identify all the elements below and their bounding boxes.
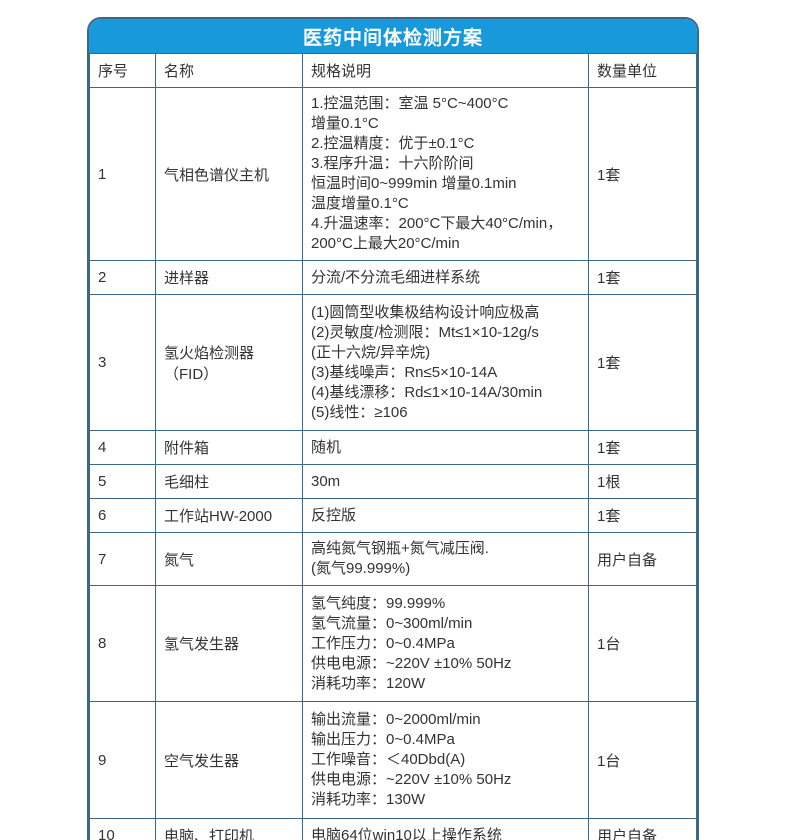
spec-line: 供电电源：~220V ±10% 50Hz bbox=[311, 654, 512, 672]
row-qty: 1台 bbox=[588, 585, 697, 702]
spec-line: 氢气纯度：99.999% bbox=[311, 594, 446, 612]
row-qty: 1套 bbox=[588, 430, 697, 465]
spec-line: 消耗功率：130W bbox=[311, 791, 426, 808]
table-row: 1 气相色谱仪主机 1.控温范围：室温 5°C~400°C 增量0.1°C 2.控温… bbox=[89, 87, 697, 261]
row-spec: (1)圆筒型收集极结构设计响应极高 (2)灵敏度/检测限：Mt≤1×10-12g/… bbox=[302, 294, 589, 431]
spec-line: (氮气99.999%) bbox=[311, 560, 411, 577]
row-name: 附件箱 bbox=[155, 430, 303, 465]
row-name: 氢火焰检测器（FID） bbox=[155, 294, 303, 431]
spec-line: 电脑64位win10以上操作系统 bbox=[311, 826, 502, 840]
spec-line: (4)基线漂移：Rd≤1×10-14A/30min bbox=[311, 383, 543, 401]
row-no: 3 bbox=[89, 294, 156, 431]
spec-line: 随机 bbox=[311, 438, 342, 456]
spec-line: 氢气流量：0~300ml/min bbox=[311, 614, 473, 632]
row-qty: 1套 bbox=[588, 87, 697, 261]
table-row: 3 氢火焰检测器（FID） (1)圆筒型收集极结构设计响应极高 (2)灵敏度/检测… bbox=[89, 294, 697, 431]
table-row: 2 进样器 分流/不分流毛细进样系统 1套 bbox=[89, 260, 697, 295]
row-no: 2 bbox=[89, 260, 156, 295]
row-no: 7 bbox=[89, 532, 156, 586]
table-header: 序号 名称 规格说明 数量单位 bbox=[89, 53, 697, 88]
spec-line: 工作噪音：＜40Dbd(A) bbox=[311, 751, 466, 768]
spec-line: 2.控温精度：优于±0.1°C bbox=[311, 135, 475, 152]
column-header-qty: 数量单位 bbox=[588, 53, 697, 88]
row-qty: 1套 bbox=[588, 260, 697, 295]
table-body: 1 气相色谱仪主机 1.控温范围：室温 5°C~400°C 增量0.1°C 2.控温… bbox=[89, 87, 697, 840]
row-qty: 1套 bbox=[588, 294, 697, 431]
spec-line: 3.程序升温：十六阶阶间 bbox=[311, 155, 474, 172]
spec-line: 输出流量：0~2000ml/min bbox=[311, 711, 481, 728]
row-no: 5 bbox=[89, 464, 156, 499]
table-row: 6 工作站HW-2000 反控版 1套 bbox=[89, 498, 697, 533]
row-name: 电脑、打印机 bbox=[155, 818, 303, 840]
row-name: 工作站HW-2000 bbox=[155, 498, 303, 533]
row-spec: 电脑64位win10以上操作系统 bbox=[302, 818, 589, 840]
spec-line: 增量0.1°C bbox=[311, 115, 379, 132]
spec-line: 反控版 bbox=[311, 506, 357, 524]
row-name: 空气发生器 bbox=[155, 701, 303, 819]
spec-line: (正十六烷/异辛烷) bbox=[311, 343, 431, 361]
table-row: 7 氮气 高纯氮气钢瓶+氮气减压阀. (氮气99.999%) 用户自备 bbox=[89, 532, 697, 586]
row-spec: 1.控温范围：室温 5°C~400°C 增量0.1°C 2.控温精度：优于±0.1°… bbox=[302, 87, 589, 261]
spec-line: 30m bbox=[311, 472, 341, 490]
row-no: 4 bbox=[89, 430, 156, 465]
row-name: 气相色谱仪主机 bbox=[155, 87, 303, 261]
spec-table: 序号 名称 规格说明 数量单位 1 气相色谱仪主机 1.控温范围：室温 5°C~… bbox=[89, 53, 697, 840]
spec-line: 200°C上最大20°C/min bbox=[311, 235, 460, 252]
table-title-bar: 医药中间体检测方案 bbox=[89, 19, 697, 53]
row-no: 9 bbox=[89, 701, 156, 819]
table-row: 9 空气发生器 输出流量：0~2000ml/min 输出压力：0~0.4MPa 工作… bbox=[89, 701, 697, 819]
row-no: 1 bbox=[89, 87, 156, 261]
header-row: 序号 名称 规格说明 数量单位 bbox=[89, 53, 697, 88]
spec-line: (2)灵敏度/检测限：Mt≤1×10-12g/s bbox=[311, 323, 539, 341]
table-row: 5 毛细柱 30m 1根 bbox=[89, 464, 697, 499]
spec-line: (1)圆筒型收集极结构设计响应极高 bbox=[311, 303, 540, 321]
row-qty: 1台 bbox=[588, 701, 697, 819]
row-spec: 高纯氮气钢瓶+氮气减压阀. (氮气99.999%) bbox=[302, 532, 589, 586]
row-spec: 30m bbox=[302, 464, 589, 499]
row-qty: 用户自备 bbox=[588, 532, 697, 586]
row-name: 氢气发生器 bbox=[155, 585, 303, 702]
column-header-name: 名称 bbox=[155, 53, 303, 88]
row-name: 氮气 bbox=[155, 532, 303, 586]
spec-line: 工作压力：0~0.4MPa bbox=[311, 634, 455, 652]
spec-line: 1.控温范围：室温 5°C~400°C bbox=[311, 95, 509, 112]
page-title: 医药中间体检测方案 bbox=[302, 27, 483, 49]
table-row: 4 附件箱 随机 1套 bbox=[89, 430, 697, 465]
spec-line: 供电电源：~220V ±10% 50Hz bbox=[311, 771, 512, 788]
row-qty: 1根 bbox=[588, 464, 697, 499]
row-no: 8 bbox=[89, 585, 156, 702]
table-row: 8 氢气发生器 氢气纯度：99.999% 氢气流量：0~300ml/min 工作压力… bbox=[89, 585, 697, 702]
spec-line: (3)基线噪声：Rn≤5×10-14A bbox=[311, 363, 498, 381]
row-spec: 随机 bbox=[302, 430, 589, 465]
spec-table-card: 医药中间体检测方案 序号 名称 规格说明 数量单位 1 气相色谱仪主机 1.控温… bbox=[87, 17, 699, 840]
column-header-spec: 规格说明 bbox=[302, 53, 589, 88]
spec-line: (5)线性：≥106 bbox=[311, 403, 408, 421]
spec-line: 分流/不分流毛细进样系统 bbox=[311, 268, 481, 286]
row-no: 10 bbox=[89, 818, 156, 840]
row-qty: 1套 bbox=[588, 498, 697, 533]
spec-line: 消耗功率：120W bbox=[311, 674, 426, 692]
row-spec: 氢气纯度：99.999% 氢气流量：0~300ml/min 工作压力：0~0.4MP… bbox=[302, 585, 589, 702]
row-qty: 用户自备 bbox=[588, 818, 697, 840]
row-spec: 输出流量：0~2000ml/min 输出压力：0~0.4MPa 工作噪音：＜40Db… bbox=[302, 701, 589, 819]
column-header-no: 序号 bbox=[89, 53, 156, 88]
spec-line: 4.升温速率：200°C下最大40°C/min， bbox=[311, 215, 563, 232]
table-row: 10 电脑、打印机 电脑64位win10以上操作系统 用户自备 bbox=[89, 818, 697, 840]
spec-line: 恒温时间0~999min 增量0.1min bbox=[311, 175, 517, 192]
spec-line: 温度增量0.1°C bbox=[311, 195, 409, 212]
row-no: 6 bbox=[89, 498, 156, 533]
row-spec: 分流/不分流毛细进样系统 bbox=[302, 260, 589, 295]
spec-line: 输出压力：0~0.4MPa bbox=[311, 731, 455, 748]
spec-line: 高纯氮气钢瓶+氮气减压阀. bbox=[311, 540, 489, 557]
row-name: 进样器 bbox=[155, 260, 303, 295]
row-spec: 反控版 bbox=[302, 498, 589, 533]
row-name: 毛细柱 bbox=[155, 464, 303, 499]
